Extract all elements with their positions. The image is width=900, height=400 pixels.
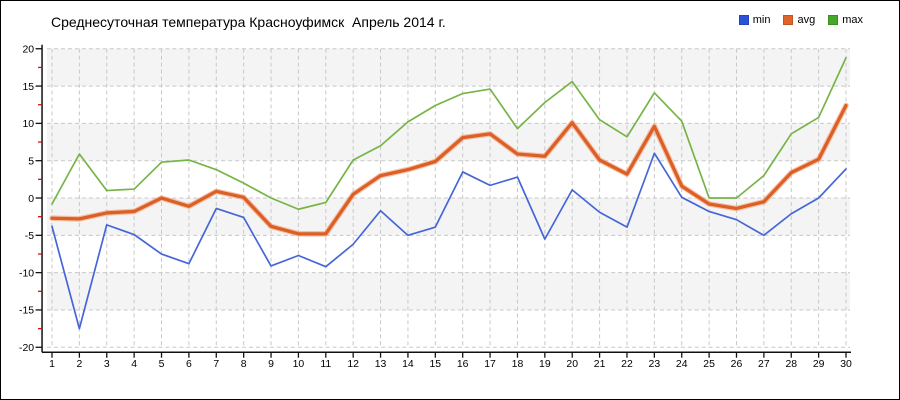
x-tick-label: 20 <box>566 359 578 370</box>
x-tick-label: 1 <box>49 359 55 370</box>
x-tick-label: 9 <box>268 359 274 370</box>
x-tick-label: 16 <box>457 359 469 370</box>
x-tick-label: 18 <box>512 359 524 370</box>
x-ticks <box>51 352 847 358</box>
y-tick-label: 15 <box>22 82 34 93</box>
y-tick-label: -15 <box>19 306 34 317</box>
y-tick-label: -20 <box>19 343 34 354</box>
x-tick-label: 11 <box>320 359 331 370</box>
plot-bands <box>47 48 850 310</box>
x-tick-label: 6 <box>186 359 192 370</box>
avg-series-line <box>50 103 848 236</box>
chart-title: Среднесуточная температура Красноуфимск … <box>51 14 446 30</box>
plot-band <box>47 123 850 161</box>
x-tick-label: 13 <box>375 359 387 370</box>
x-tick-label: 8 <box>241 359 247 370</box>
legend-swatch-avg-icon <box>783 15 794 25</box>
legend: min avg max <box>738 14 863 26</box>
y-tick-label: -10 <box>19 268 34 279</box>
y-tick-label: 10 <box>22 119 34 130</box>
legend-label-min: min <box>752 14 771 26</box>
y-tick-label: 20 <box>22 45 34 56</box>
x-tick-label: 30 <box>840 359 852 370</box>
x-tick-label: 3 <box>104 359 110 370</box>
x-tick-label: 4 <box>131 359 137 370</box>
y-tick-label: 0 <box>28 194 34 205</box>
x-tick-label: 19 <box>539 359 551 370</box>
y-tick-label: -5 <box>25 231 34 242</box>
x-tick-label: 23 <box>649 359 661 370</box>
x-tick-label: 25 <box>703 359 715 370</box>
x-tick-label: 17 <box>484 359 496 370</box>
plot-band <box>47 48 850 87</box>
y-tick-label: 5 <box>28 156 34 167</box>
y-ticks <box>35 48 43 348</box>
x-tick-label: 7 <box>213 359 219 370</box>
x-tick-label: 28 <box>785 359 797 370</box>
x-tick-label: 22 <box>621 359 633 370</box>
plot-band <box>47 198 850 236</box>
series-lines <box>49 56 849 330</box>
legend-item-min: min <box>738 14 771 26</box>
x-tick-label: 15 <box>430 359 442 370</box>
x-tick-label: 27 <box>758 359 770 370</box>
legend-label-max: max <box>842 14 863 26</box>
plot-band <box>47 272 850 310</box>
x-tick-label: 12 <box>347 359 359 370</box>
max-series-line <box>51 56 847 211</box>
x-tick-label: 5 <box>159 359 165 370</box>
y-tick-labels: 20 15 10 5 0 -5 -10 -15 -20 <box>19 45 34 354</box>
x-tick-label: 21 <box>594 359 606 370</box>
legend-label-avg: avg <box>797 14 816 26</box>
x-tick-label: 26 <box>731 359 743 370</box>
x-tick-label: 24 <box>676 359 688 370</box>
x-tick-label: 10 <box>293 359 305 370</box>
x-tick-labels: 1 2 3 4 5 6 7 8 9 10 11 12 13 14 15 16 17 18 19 20 21 22 23 24 2… <box>49 359 852 370</box>
x-tick-label: 14 <box>402 359 414 370</box>
min-series-line <box>51 152 847 330</box>
x-tick-label: 2 <box>76 359 82 370</box>
legend-item-max: max <box>828 14 863 26</box>
x-tick-label: 29 <box>813 359 825 370</box>
legend-swatch-min-icon <box>738 15 749 25</box>
legend-swatch-max-icon <box>828 15 839 25</box>
legend-item-avg: avg <box>783 14 815 26</box>
